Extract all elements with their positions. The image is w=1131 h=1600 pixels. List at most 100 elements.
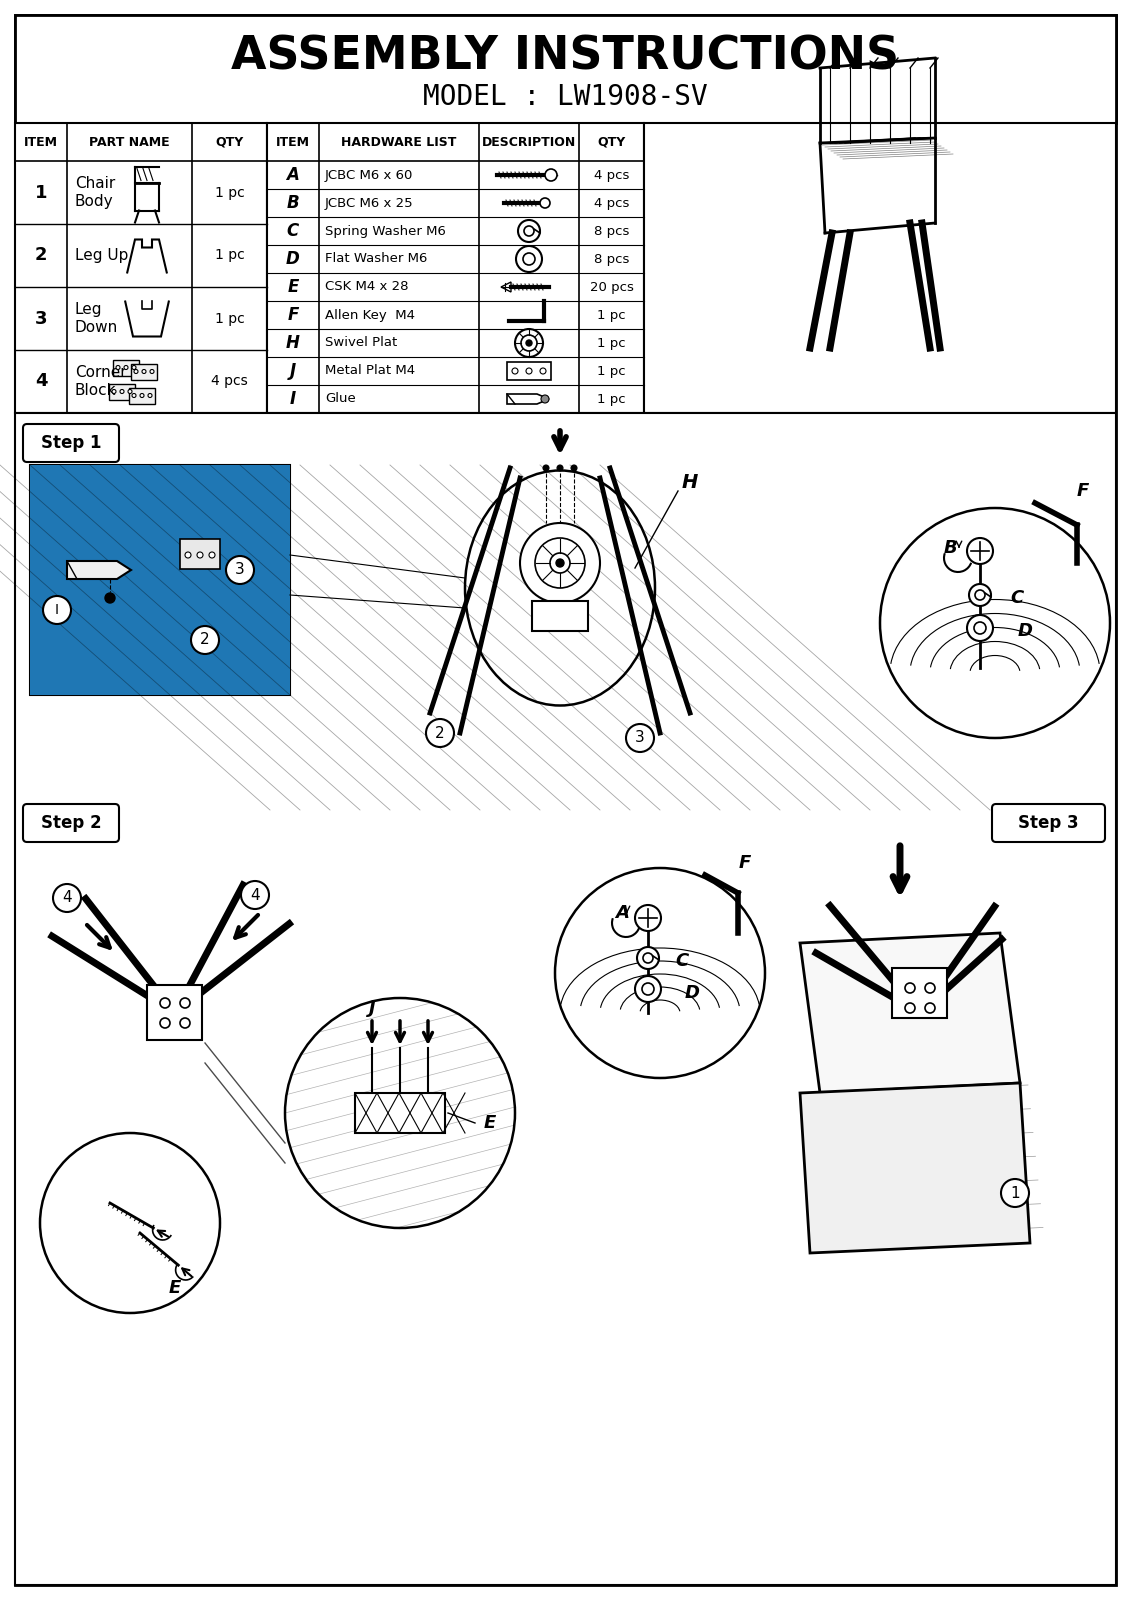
Circle shape [974,622,986,634]
Text: JCBC M6 x 60: JCBC M6 x 60 [325,168,413,181]
Text: ITEM: ITEM [24,136,58,149]
Circle shape [571,466,577,470]
Text: 2: 2 [435,725,444,741]
Circle shape [526,368,532,374]
Text: QTY: QTY [215,136,243,149]
Circle shape [185,552,191,558]
Text: 1 pc: 1 pc [597,309,625,322]
Circle shape [226,557,254,584]
Text: Step 2: Step 2 [41,814,102,832]
Text: B: B [943,539,957,557]
Circle shape [241,882,269,909]
Bar [180,539,221,570]
Circle shape [925,982,935,994]
Text: MODEL : LW1908-SV: MODEL : LW1908-SV [423,83,708,110]
Text: 4 pcs: 4 pcs [594,197,629,210]
Circle shape [539,368,546,374]
Text: 1 pc: 1 pc [597,365,625,378]
Text: HARDWARE LIST: HARDWARE LIST [342,136,457,149]
Text: 2: 2 [200,632,210,648]
Polygon shape [501,282,511,291]
Text: PART NAME: PART NAME [89,136,170,149]
Circle shape [905,982,915,994]
Circle shape [520,523,601,603]
Circle shape [191,626,219,654]
Text: I: I [290,390,296,408]
Circle shape [541,395,549,403]
Text: D: D [286,250,300,267]
Circle shape [905,1003,915,1013]
Bar [113,360,139,376]
Polygon shape [800,933,1020,1093]
Circle shape [124,365,128,370]
Text: F: F [739,854,751,872]
Text: Swivel Plat: Swivel Plat [325,336,397,349]
Text: 1 pc: 1 pc [597,336,625,349]
Bar [267,123,644,413]
Circle shape [159,998,170,1008]
Text: J: J [290,362,296,379]
Text: C: C [1010,589,1024,606]
Text: 1 pc: 1 pc [215,248,244,262]
FancyBboxPatch shape [23,803,119,842]
FancyBboxPatch shape [23,424,119,462]
Bar [147,986,202,1040]
Circle shape [975,590,985,600]
Text: H: H [682,474,698,493]
Text: 3: 3 [235,563,245,578]
Text: 1: 1 [1010,1186,1020,1200]
Circle shape [197,552,202,558]
Circle shape [516,246,542,272]
Text: 4: 4 [250,888,260,902]
Circle shape [642,982,654,995]
Text: JCBC M6 x 25: JCBC M6 x 25 [325,197,414,210]
Circle shape [880,509,1110,738]
Text: Spring Washer M6: Spring Washer M6 [325,224,446,237]
Circle shape [120,389,124,394]
Bar [109,384,135,400]
Circle shape [634,976,661,1002]
Bar [31,466,290,694]
Text: A: A [286,166,300,184]
Bar [644,123,1116,413]
Text: F: F [287,306,299,323]
Bar [15,123,267,413]
Text: 1: 1 [35,184,48,202]
Text: E: E [287,278,299,296]
Text: Glue: Glue [325,392,356,405]
Text: E: E [169,1278,181,1298]
Circle shape [133,370,138,373]
Text: 8 pcs: 8 pcs [594,253,629,266]
Circle shape [285,998,515,1229]
Circle shape [180,1018,190,1029]
Circle shape [148,394,152,397]
Circle shape [518,219,539,242]
Circle shape [143,370,146,373]
Circle shape [43,595,71,624]
Text: QTY: QTY [597,136,625,149]
Circle shape [150,370,154,373]
Circle shape [969,584,991,606]
Text: J: J [369,998,375,1018]
Text: 3: 3 [636,731,645,746]
Text: 4 pcs: 4 pcs [594,168,629,181]
Circle shape [535,538,585,587]
Circle shape [112,389,116,394]
Text: CSK M4 x 28: CSK M4 x 28 [325,280,408,293]
Text: Step 3: Step 3 [1018,814,1078,832]
Text: E: E [484,1114,497,1133]
Bar [507,362,551,379]
Circle shape [180,998,190,1008]
Circle shape [159,1018,170,1029]
Bar [355,1093,444,1133]
Circle shape [967,538,993,565]
Circle shape [128,389,132,394]
Circle shape [512,368,518,374]
Text: Metal Plat M4: Metal Plat M4 [325,365,415,378]
Circle shape [40,1133,221,1314]
Circle shape [132,394,136,397]
Circle shape [515,330,543,357]
Circle shape [523,253,535,266]
Text: C: C [287,222,299,240]
FancyBboxPatch shape [992,803,1105,842]
